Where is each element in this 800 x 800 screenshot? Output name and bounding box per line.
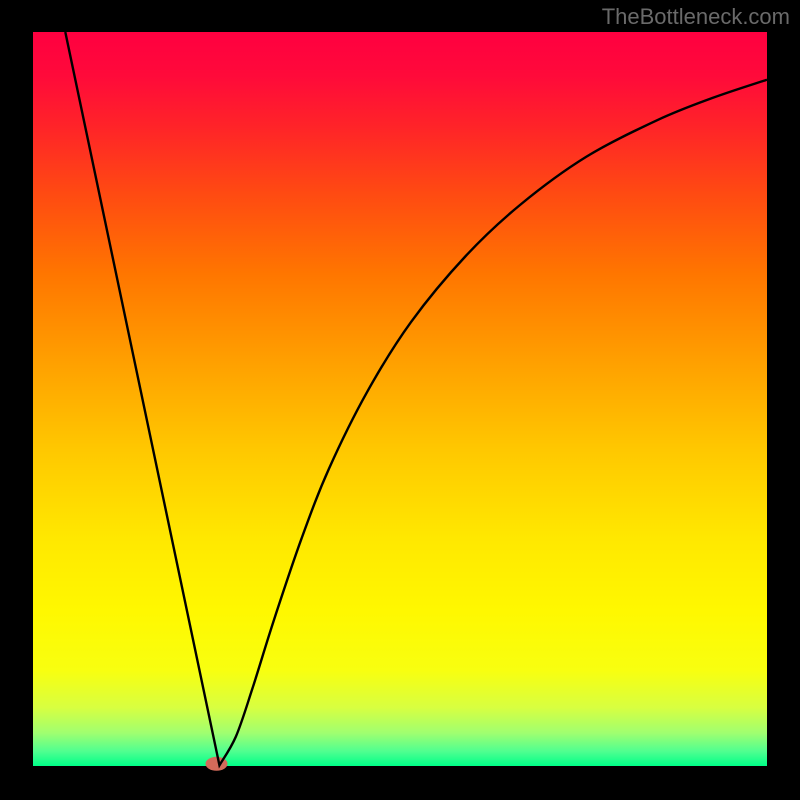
watermark-label: TheBottleneck.com	[602, 4, 790, 30]
bottleneck-chart-svg	[0, 0, 800, 800]
chart-container: TheBottleneck.com	[0, 0, 800, 800]
